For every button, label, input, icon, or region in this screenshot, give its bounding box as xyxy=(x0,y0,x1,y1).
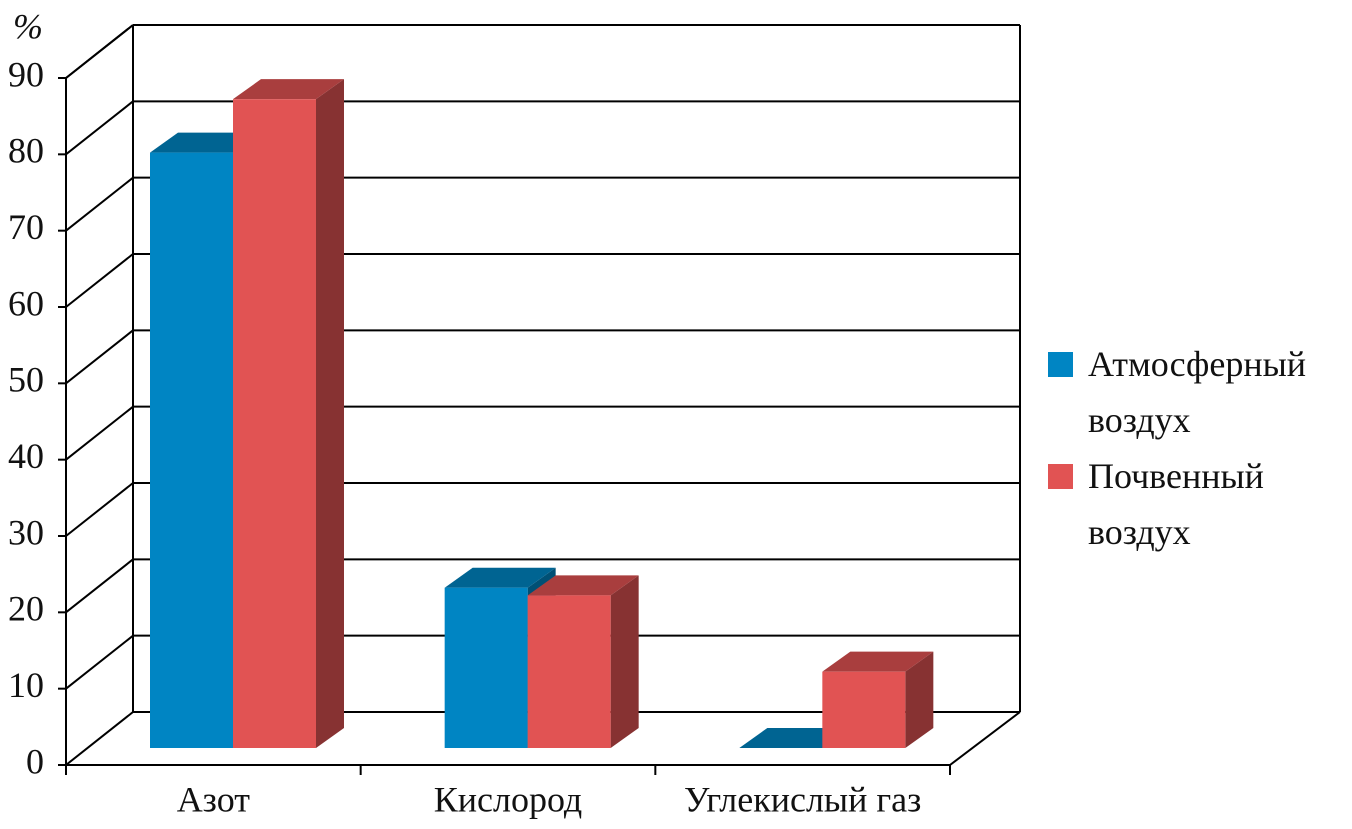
bar-side xyxy=(610,575,639,748)
bar xyxy=(822,671,906,748)
y-tick-label: 80 xyxy=(8,131,44,171)
x-tick-label: Углекислый газ xyxy=(684,779,921,819)
bar-top xyxy=(822,651,934,672)
legend-swatch xyxy=(1048,464,1073,489)
legend-swatch xyxy=(1048,352,1073,377)
grid-line xyxy=(65,634,134,690)
y-tick-label: 0 xyxy=(26,741,44,781)
y-tick-label: 40 xyxy=(8,436,44,476)
grid-line xyxy=(65,176,134,232)
grid-line xyxy=(65,405,134,461)
bar xyxy=(527,595,611,748)
y-tick-label: 70 xyxy=(8,207,44,247)
floor-edge xyxy=(949,711,1021,766)
legend-label: Атмосферный воздух xyxy=(1088,344,1307,440)
grid-line xyxy=(65,253,134,308)
y-tick-label: 30 xyxy=(8,512,44,552)
bar xyxy=(150,152,233,749)
legend-label: Почвенный воздух xyxy=(1088,456,1264,552)
grid-line xyxy=(65,558,134,614)
bar xyxy=(233,99,316,748)
x-tick-label: Азот xyxy=(177,779,251,819)
y-axis-label: % xyxy=(13,6,43,46)
y-tick-label: 10 xyxy=(8,665,44,705)
y-tick-label: 60 xyxy=(8,283,44,323)
y-tick-label: 50 xyxy=(8,360,44,400)
grid-line xyxy=(65,482,134,537)
grid-line xyxy=(65,711,134,766)
y-tick-label: 20 xyxy=(8,589,44,629)
bar-top xyxy=(527,575,639,596)
bar-top xyxy=(233,79,344,100)
x-tick-label: Кислород xyxy=(434,779,583,819)
bar-top xyxy=(444,567,556,588)
bar-side xyxy=(316,79,344,748)
y-tick-label: 90 xyxy=(8,54,44,94)
grid-line xyxy=(65,100,134,156)
grid-line xyxy=(65,24,134,79)
grid-line xyxy=(65,329,134,385)
bar-side xyxy=(905,651,934,748)
bar xyxy=(444,587,528,748)
